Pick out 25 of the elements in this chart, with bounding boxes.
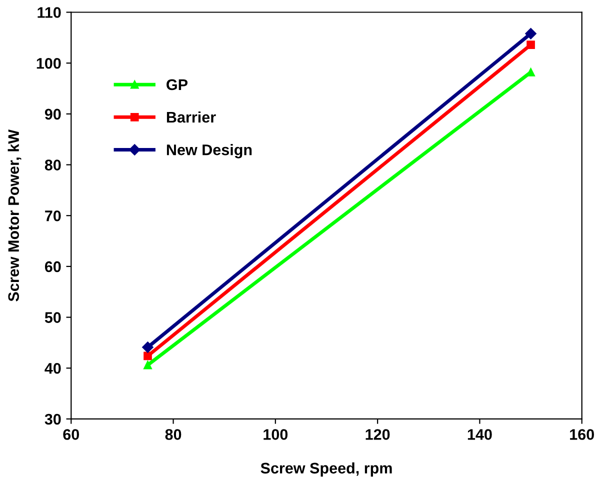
y-tick-label: 90 bbox=[44, 108, 61, 120]
point bbox=[144, 360, 152, 370]
x-tick-label: 100 bbox=[264, 429, 288, 440]
x-tick-label: 160 bbox=[570, 429, 594, 440]
y-tick-label: 70 bbox=[45, 210, 61, 222]
y-tick-label: 100 bbox=[36, 58, 61, 69]
legend-label: GP bbox=[166, 79, 188, 90]
point bbox=[144, 352, 152, 360]
x-axis-title: Screw Speed, rpm bbox=[260, 462, 392, 477]
y-tick-label: 30 bbox=[44, 414, 61, 425]
point bbox=[142, 342, 154, 353]
y-tick-label: 110 bbox=[38, 7, 61, 18]
legend-label: Barrier bbox=[166, 111, 216, 123]
x-tick-label: 120 bbox=[366, 429, 390, 440]
x-tick-label: 60 bbox=[63, 429, 80, 440]
x-tick-label: 140 bbox=[468, 429, 492, 440]
y-axis-title: Screw Motor Power, kW bbox=[8, 129, 22, 302]
y-tick-label: 80 bbox=[44, 160, 61, 170]
y-tick-label: 40 bbox=[44, 362, 61, 374]
point bbox=[525, 28, 536, 40]
x-tick-label: 80 bbox=[165, 429, 182, 440]
y-tick-label: 60 bbox=[44, 261, 61, 272]
legend-label: New Design bbox=[166, 144, 252, 158]
point bbox=[526, 40, 535, 49]
y-tick-label: 50 bbox=[44, 312, 61, 323]
